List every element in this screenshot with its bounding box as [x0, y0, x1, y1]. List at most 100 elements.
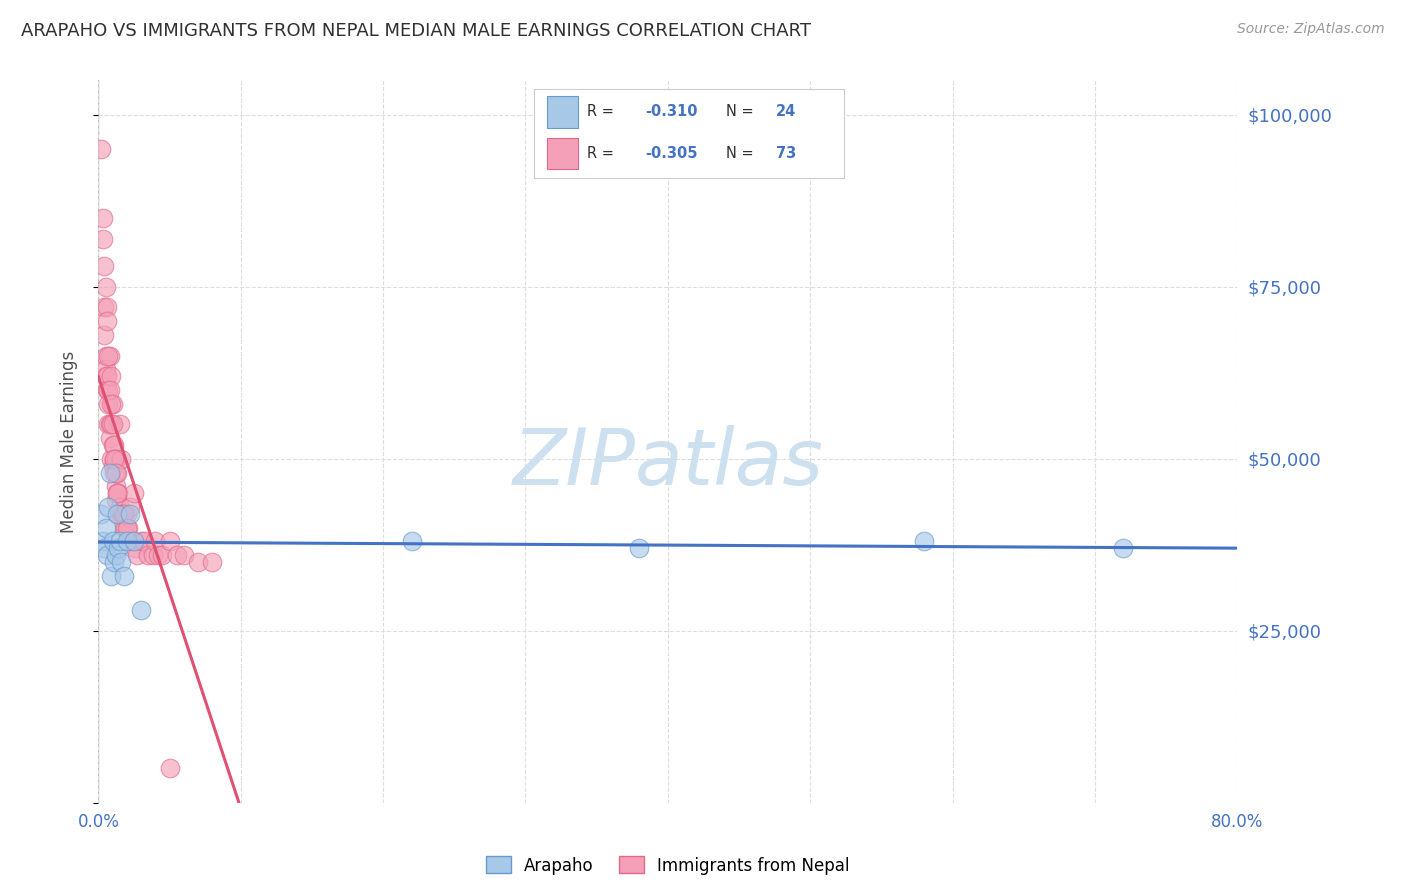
Point: [122, 486, 145, 500]
Point: [111, 507, 134, 521]
Point: [97, 500, 120, 514]
Point: [166, 548, 188, 562]
Point: [94, 279, 117, 293]
Bar: [547, 138, 578, 169]
Point: [90, 507, 112, 521]
Point: [124, 541, 146, 556]
Point: [98, 383, 121, 397]
Point: [118, 500, 141, 514]
Legend: Arapaho, Immigrants from Nepal: Arapaho, Immigrants from Nepal: [479, 850, 856, 881]
Text: ARAPAHO VS IMMIGRANTS FROM NEPAL MEDIAN MALE EARNINGS CORRELATION CHART: ARAPAHO VS IMMIGRANTS FROM NEPAL MEDIAN …: [21, 22, 811, 40]
Point: [101, 438, 124, 452]
Point: [100, 369, 122, 384]
Point: [90, 142, 112, 156]
Point: [100, 451, 122, 466]
Point: [114, 520, 136, 534]
Point: [173, 548, 195, 562]
Text: N =: N =: [725, 104, 754, 120]
Point: [97, 383, 120, 397]
Point: [101, 417, 124, 432]
Point: [94, 349, 117, 363]
Point: [105, 507, 128, 521]
Point: [96, 548, 118, 562]
Point: [100, 568, 122, 582]
Point: [108, 417, 131, 432]
Point: [91, 534, 114, 549]
Point: [94, 369, 117, 384]
Text: R =: R =: [586, 104, 614, 120]
Point: [105, 486, 128, 500]
Point: [107, 486, 129, 500]
Point: [112, 520, 135, 534]
Point: [96, 301, 118, 315]
Point: [1112, 541, 1135, 556]
Point: [98, 431, 121, 445]
Point: [401, 534, 423, 549]
Point: [98, 349, 121, 363]
Point: [159, 761, 181, 775]
Point: [118, 507, 141, 521]
Text: -0.310: -0.310: [645, 104, 699, 120]
Point: [201, 555, 224, 569]
Point: [91, 231, 114, 245]
Point: [97, 417, 120, 432]
Point: [96, 383, 118, 397]
Point: [93, 541, 115, 556]
Point: [159, 534, 181, 549]
Point: [103, 451, 125, 466]
Point: [94, 362, 117, 376]
Point: [110, 507, 132, 521]
Text: ZIPatlas: ZIPatlas: [512, 425, 824, 501]
Point: [110, 451, 132, 466]
Point: [93, 301, 115, 315]
Point: [101, 397, 124, 411]
Point: [132, 534, 155, 549]
Point: [115, 507, 138, 521]
Point: [107, 541, 129, 556]
Text: R =: R =: [586, 146, 614, 161]
Text: 73: 73: [776, 146, 796, 161]
Point: [115, 534, 138, 549]
Point: [103, 466, 125, 480]
Point: [152, 548, 174, 562]
Point: [107, 507, 129, 521]
Point: [101, 534, 124, 549]
Point: [108, 500, 131, 514]
Point: [96, 314, 118, 328]
Point: [104, 493, 127, 508]
Point: [91, 211, 114, 225]
Point: [98, 417, 121, 432]
Point: [112, 507, 135, 521]
Point: [103, 451, 125, 466]
Point: [148, 548, 170, 562]
Point: [104, 548, 127, 562]
Point: [101, 458, 124, 473]
Point: [125, 548, 148, 562]
Point: [104, 466, 127, 480]
Point: [121, 534, 143, 549]
Point: [110, 555, 132, 569]
Point: [115, 520, 138, 534]
Point: [122, 534, 145, 549]
Point: [104, 479, 127, 493]
Point: [129, 603, 152, 617]
Bar: [547, 96, 578, 128]
Text: -0.305: -0.305: [645, 146, 699, 161]
Point: [103, 438, 125, 452]
Text: 24: 24: [776, 104, 796, 120]
Point: [108, 534, 131, 549]
Point: [97, 397, 120, 411]
Point: [104, 451, 127, 466]
Point: [93, 327, 115, 342]
Point: [100, 417, 122, 432]
Point: [120, 534, 142, 549]
Point: [912, 534, 935, 549]
Point: [187, 555, 209, 569]
Text: N =: N =: [725, 146, 754, 161]
Point: [94, 520, 117, 534]
Point: [105, 466, 128, 480]
Point: [103, 555, 125, 569]
Y-axis label: Median Male Earnings: Median Male Earnings: [59, 351, 77, 533]
Point: [98, 466, 121, 480]
Point: [117, 520, 139, 534]
